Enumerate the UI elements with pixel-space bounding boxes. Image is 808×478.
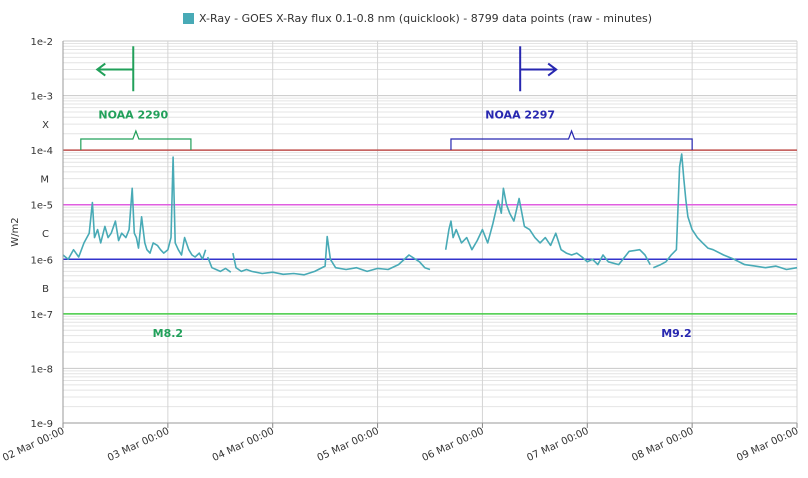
annotation-label: NOAA 2290 [98, 108, 168, 121]
x-tick-label: 04 Mar 00:00 [211, 426, 276, 464]
flare-class-label: M [40, 175, 49, 186]
flare-class-label: B [42, 284, 49, 295]
plot-area [63, 41, 797, 423]
y-tick-label: 1e-8 [31, 364, 54, 375]
y-axis-label: W/m2 [10, 217, 21, 246]
x-tick-label: 07 Mar 00:00 [525, 426, 590, 464]
xray-flux-line [652, 153, 798, 271]
annotation-label: M9.2 [661, 327, 691, 340]
x-tick-label: 06 Mar 00:00 [421, 426, 486, 464]
annotations: NOAA 2290 NOAA 2297 M8.2 M9.2 [80, 46, 693, 340]
x-tick-label: 08 Mar 00:00 [630, 426, 695, 464]
legend-swatch [183, 12, 194, 24]
series-layer [62, 153, 798, 276]
xray-flux-line [232, 235, 431, 276]
x-tick-label: 03 Mar 00:00 [106, 426, 171, 464]
region-arrow-head [95, 62, 106, 77]
xray-flux-line [206, 256, 232, 273]
y-tick-label: 1e-7 [31, 310, 54, 321]
y-tick-label: 1e-4 [31, 146, 54, 157]
y-tick-label: 1e-2 [31, 37, 54, 48]
flare-class-label: X [42, 120, 49, 131]
legend-label: X-Ray - GOES X-Ray flux 0.1-0.8 nm (quic… [199, 11, 653, 25]
flare-class-label: C [42, 229, 49, 240]
y-tick-label: 1e-5 [31, 201, 54, 212]
xray-flux-line [62, 156, 207, 261]
region-arrow-head [547, 62, 558, 77]
y-tick-label: 1e-3 [31, 92, 54, 103]
x-tick-label: 05 Mar 00:00 [316, 426, 381, 464]
x-tick-label: 02 Mar 00:00 [1, 426, 66, 464]
threshold-lines [63, 149, 797, 315]
y-tick-label: 1e-6 [31, 255, 54, 266]
annotation-label: M8.2 [153, 327, 183, 340]
region-bracket [450, 129, 693, 151]
grid-lines [62, 40, 798, 424]
x-tick-label: 09 Mar 00:00 [735, 426, 800, 464]
y-tick-label: 1e-9 [31, 419, 54, 430]
legend[interactable]: X-Ray - GOES X-Ray flux 0.1-0.8 nm (quic… [183, 10, 652, 26]
annotation-label: NOAA 2297 [485, 108, 555, 121]
xray-flux-line [444, 187, 651, 266]
region-bracket [80, 129, 192, 151]
